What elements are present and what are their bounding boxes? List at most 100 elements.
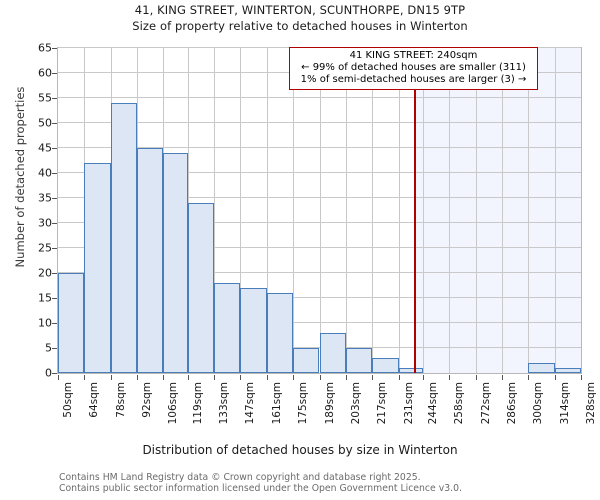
gridline-x-175 (293, 48, 295, 373)
annotation-smaller-text: ← 99% of detached houses are smaller (31… (301, 62, 526, 73)
x-tick-92 (137, 375, 138, 380)
bar-119-133 (187, 203, 215, 373)
property-annotation-box: 41 KING STREET: 240sqm ← 99% of detached… (289, 47, 538, 90)
x-tick-label-175: 175sqm (297, 382, 310, 425)
x-tick-189 (319, 375, 321, 380)
x-tick-label-92: 92sqm (141, 382, 153, 418)
y-tick-45 (52, 148, 57, 149)
x-tick-label-50: 50sqm (62, 382, 74, 418)
bar-217-231 (372, 358, 399, 373)
bar-175-189 (293, 348, 320, 373)
y-tick-55 (52, 98, 57, 99)
bar-50-64 (58, 273, 85, 373)
x-tick-272 (475, 375, 477, 380)
x-tick-258 (449, 375, 451, 380)
y-tick-15 (52, 298, 57, 299)
x-tick-label-78: 78sqm (114, 382, 127, 418)
bar-147-161 (240, 288, 267, 373)
annotation-title: 41 KING STREET: 240sqm (349, 50, 478, 61)
gridline-x-189 (319, 48, 321, 373)
x-tick-label-147: 147sqm (244, 382, 257, 425)
y-tick-label-5: 5 (45, 341, 52, 355)
bar-92-106 (137, 148, 164, 373)
x-tick-175 (293, 375, 295, 380)
gridline-x-300 (528, 48, 530, 373)
x-tick-314 (554, 375, 556, 380)
x-tick-231 (398, 375, 400, 380)
gridline-x-258 (449, 48, 451, 373)
x-tick-label-328: 328sqm (585, 382, 597, 425)
y-tick-label-45: 45 (38, 141, 52, 155)
x-tick-147 (240, 375, 242, 380)
chart-title-block: 41, KING STREET, WINTERTON, SCUNTHORPE, … (0, 2, 600, 34)
x-tick-label-244: 244sqm (426, 382, 439, 425)
x-tick-label-300: 300sqm (532, 382, 545, 425)
gridline-x-314 (554, 48, 556, 373)
x-tick-label-217: 217sqm (376, 382, 389, 425)
y-tick-20 (52, 273, 57, 274)
footer-line-2: Contains public sector information licen… (59, 483, 462, 494)
y-tick-25 (52, 248, 57, 249)
gridline-x-244 (422, 48, 424, 373)
x-tick-label-106: 106sqm (167, 382, 180, 425)
x-tick-328 (581, 375, 582, 380)
bar-203-217 (345, 348, 373, 373)
x-tick-286 (501, 375, 503, 380)
gridline-x-147 (240, 48, 242, 373)
x-tick-133 (214, 375, 216, 380)
x-tick-244 (422, 375, 424, 380)
x-tick-label-119: 119sqm (191, 382, 204, 425)
x-axis-tick-labels: 50sqm 64sqm 78sqm 92sqm 106sqm 119sqm 133sqm 14… (57, 382, 597, 440)
bar-231-244 (398, 368, 423, 373)
y-tick-60 (52, 73, 57, 74)
x-tick-label-161: 161sqm (270, 382, 283, 425)
y-tick-label-10: 10 (38, 316, 52, 330)
x-tick-label-231: 231sqm (402, 382, 415, 425)
y-axis-ticks (52, 47, 58, 374)
y-tick-label-40: 40 (38, 166, 52, 180)
gridline-x-217 (372, 48, 374, 373)
x-tick-label-189: 189sqm (323, 382, 336, 425)
gridline-x-231 (398, 48, 400, 373)
bar-133-147 (214, 283, 241, 373)
y-tick-40 (52, 173, 57, 174)
x-tick-300 (528, 375, 530, 380)
x-tick-label-203: 203sqm (349, 382, 362, 425)
x-tick-label-133: 133sqm (218, 382, 231, 425)
bar-106-119 (163, 153, 188, 373)
chart-subtitle: Size of property relative to detached ho… (132, 19, 468, 33)
bar-189-203 (319, 333, 346, 373)
footer-line-1: Contains HM Land Registry data © Crown c… (59, 472, 421, 483)
gridline-x-272 (475, 48, 477, 373)
x-axis-title: Distribution of detached houses by size … (142, 443, 458, 457)
bar-64-78 (84, 163, 111, 373)
gridline-x-133 (214, 48, 216, 373)
y-tick-label-55: 55 (38, 91, 52, 105)
annotation-larger-text: 1% of semi-detached houses are larger (3… (300, 74, 527, 85)
x-tick-217 (372, 375, 374, 380)
x-tick-119 (187, 375, 189, 380)
y-tick-5 (52, 348, 57, 349)
y-tick-0 (52, 373, 57, 374)
gridline-x-286 (501, 48, 503, 373)
y-tick-35 (52, 198, 57, 199)
x-tick-label-64: 64sqm (88, 382, 101, 418)
y-tick-label-15: 15 (38, 291, 52, 305)
y-tick-30 (52, 223, 57, 224)
property-marker-line (414, 48, 417, 373)
y-tick-label-65: 65 (38, 41, 52, 55)
bar-314-328 (554, 368, 581, 373)
x-tick-161 (266, 375, 268, 380)
x-tick-50 (58, 375, 59, 380)
y-tick-label-20: 20 (38, 266, 52, 280)
y-tick-label-50: 50 (38, 116, 52, 130)
x-tick-106 (163, 375, 165, 380)
y-tick-label-30: 30 (38, 216, 52, 230)
x-tick-78 (110, 375, 112, 380)
y-tick-65 (52, 48, 57, 49)
plot-area (57, 47, 582, 374)
y-tick-50 (52, 123, 57, 124)
footer-attribution: Contains HM Land Registry data © Crown c… (59, 472, 599, 494)
gridline-x-203 (345, 48, 347, 373)
y-axis-tick-labels: 0 5 10 15 20 25 30 35 40 45 50 55 60 65 (0, 42, 52, 380)
